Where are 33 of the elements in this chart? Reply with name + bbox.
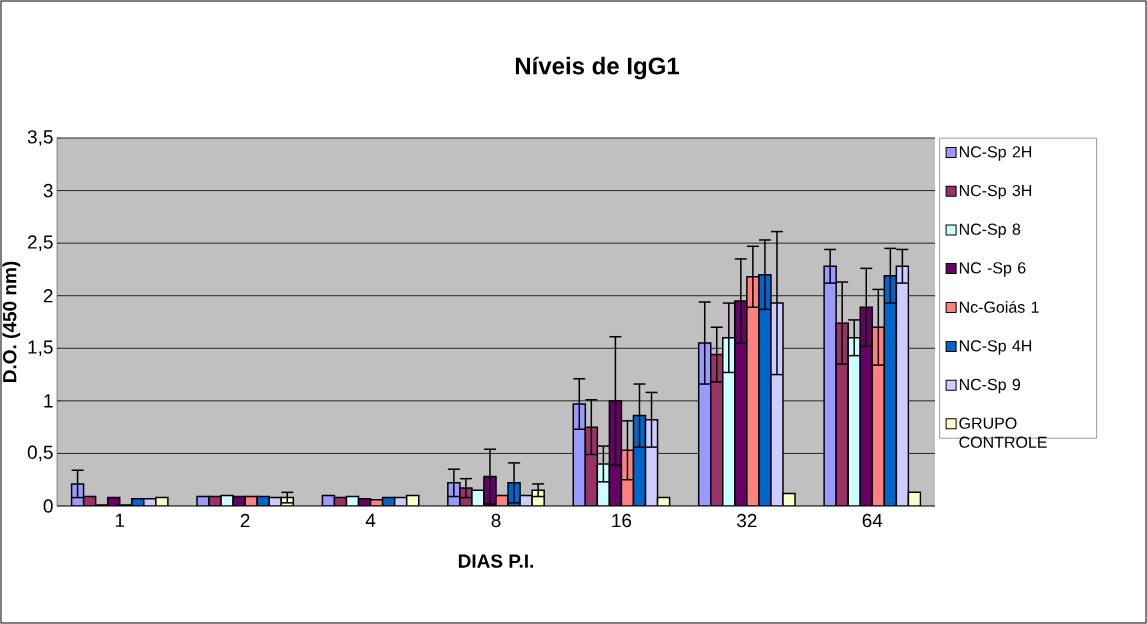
chart-title: Níveis de IgG1 bbox=[515, 56, 680, 80]
x-tick-label: 16 bbox=[612, 513, 632, 528]
y-tick-label: 1 bbox=[44, 394, 53, 408]
legend-label: GRUPO CONTROLE bbox=[959, 417, 1047, 448]
bar bbox=[722, 337, 736, 506]
legend-label: NC-Sp 2H bbox=[959, 146, 1032, 161]
x-tick-label: 4 bbox=[365, 513, 376, 527]
y-axis-title: D.O. (450 nm) bbox=[2, 261, 21, 382]
bar bbox=[596, 463, 611, 506]
y-tick-label: 2,5 bbox=[28, 235, 53, 251]
legend-label: NC -Sp 6 bbox=[959, 262, 1026, 277]
y-tick-label: 0,5 bbox=[27, 445, 53, 462]
legend-label: NC-Sp 4H bbox=[959, 340, 1032, 355]
x-tick-label: 1 bbox=[115, 513, 125, 527]
x-tick-label: 32 bbox=[737, 513, 757, 528]
legend-label: Nc-Goiás 1 bbox=[959, 300, 1039, 313]
legend-label: NC-Sp 3H bbox=[959, 184, 1032, 200]
bar bbox=[644, 419, 659, 506]
y-tick-label: 3,5 bbox=[27, 130, 53, 146]
legend-label: NC-Sp 9 bbox=[959, 378, 1021, 394]
bar bbox=[847, 337, 861, 506]
x-tick-label: 64 bbox=[862, 513, 883, 528]
y-tick-label: 3 bbox=[43, 183, 53, 198]
x-axis-title: DIAS P.I. bbox=[458, 554, 534, 568]
x-tick-label: 8 bbox=[491, 513, 501, 528]
x-tick-label: 2 bbox=[240, 513, 250, 528]
bar bbox=[734, 300, 748, 506]
y-tick-label: 2 bbox=[43, 289, 53, 303]
bar bbox=[746, 276, 760, 506]
y-tick-label: 0 bbox=[43, 499, 53, 513]
legend-label: NC-Sp 8 bbox=[959, 223, 1021, 239]
bar bbox=[883, 274, 898, 506]
y-tick-label: 1,5 bbox=[28, 340, 53, 357]
